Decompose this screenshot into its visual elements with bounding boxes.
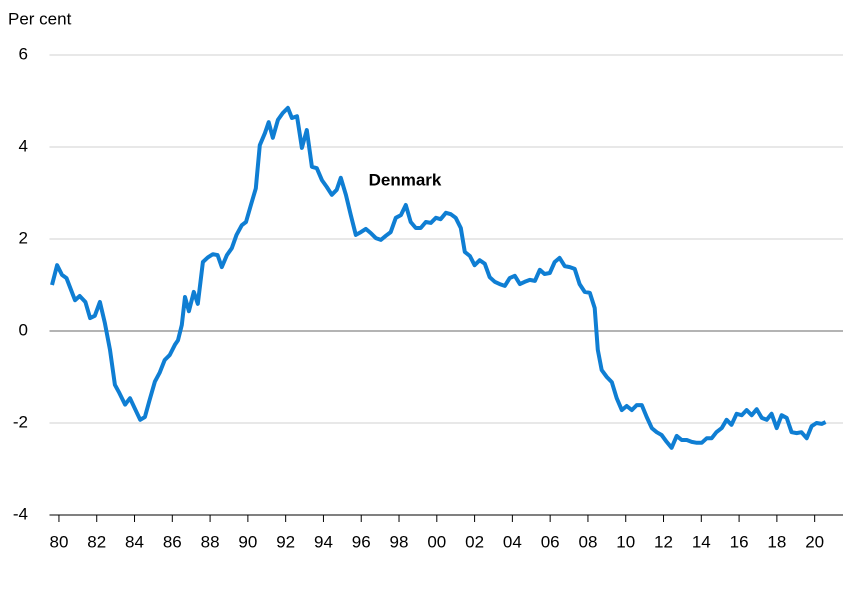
x-tick-label: 90 — [238, 532, 257, 551]
x-tick-label: 14 — [692, 532, 711, 551]
x-tick-label: 84 — [125, 532, 144, 551]
y-tick-label: 2 — [19, 228, 28, 247]
y-tick-label: -2 — [13, 412, 28, 431]
x-tick-label: 88 — [201, 532, 220, 551]
y-tick-label: 6 — [19, 44, 28, 63]
y-tick-label: 0 — [19, 320, 28, 339]
line-annotation: Denmark — [369, 170, 442, 189]
data-line — [50, 105, 827, 450]
x-tick-label: 86 — [163, 532, 182, 551]
x-tick-label: 00 — [427, 532, 446, 551]
x-tick-label: 18 — [767, 532, 786, 551]
x-tick-label: 94 — [314, 532, 333, 551]
x-tick-label: 04 — [503, 532, 522, 551]
x-tick-label: 08 — [578, 532, 597, 551]
x-tick-label: 06 — [541, 532, 560, 551]
x-tick-label: 20 — [805, 532, 824, 551]
x-tick-label: 92 — [276, 532, 295, 551]
x-tick-label: 96 — [352, 532, 371, 551]
x-tick-label: 10 — [616, 532, 635, 551]
y-tick-label: -4 — [13, 504, 28, 523]
x-tick-label: 02 — [465, 532, 484, 551]
x-tick-label: 16 — [730, 532, 749, 551]
y-axis-label: Per cent — [8, 9, 72, 28]
x-tick-label: 98 — [390, 532, 409, 551]
x-tick-label: 12 — [654, 532, 673, 551]
x-tick-label: 82 — [87, 532, 106, 551]
x-tick-label: 80 — [49, 532, 68, 551]
y-tick-label: 4 — [19, 136, 28, 155]
